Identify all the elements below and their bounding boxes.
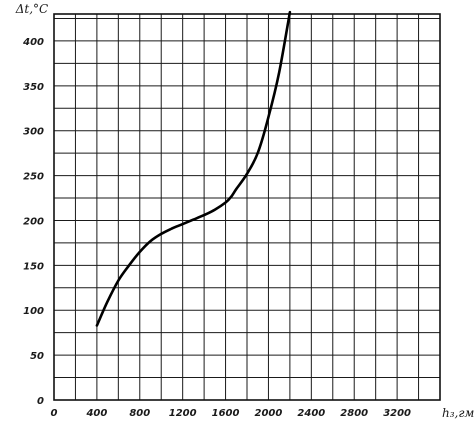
y-tick-label: 50 [30, 351, 44, 362]
data-line [95, 10, 292, 327]
y-tick-label: 150 [23, 261, 44, 272]
x-tick-label: 400 [85, 408, 107, 419]
x-tick-label: 1200 [169, 408, 197, 419]
y-tick-label: 400 [22, 37, 44, 48]
x-axis-label: h₃,гм [442, 406, 474, 420]
y-tick-label: 200 [23, 216, 44, 227]
x-tick-label: 2800 [340, 408, 368, 419]
tick-labels: 0 50 100 150 200 250 300 350 400 0 400 800 1200 1600 2… [22, 37, 411, 419]
x-tick-label: 800 [129, 408, 150, 419]
y-tick-label: 0 [37, 396, 44, 407]
x-tick-label: 3200 [383, 408, 411, 419]
y-tick-label: 100 [23, 306, 44, 317]
x-tick-label: 2000 [255, 408, 283, 419]
plot-frame [53, 13, 441, 401]
y-tick-label: 300 [23, 127, 44, 138]
x-tick-label: 0 [51, 408, 58, 419]
y-axis-label: Δt,°C [15, 2, 48, 16]
x-tick-label: 1600 [212, 408, 240, 419]
x-tick-label: 2400 [297, 408, 325, 419]
y-tick-label: 350 [23, 82, 44, 93]
grid [54, 14, 440, 400]
y-tick-label: 250 [23, 172, 44, 183]
